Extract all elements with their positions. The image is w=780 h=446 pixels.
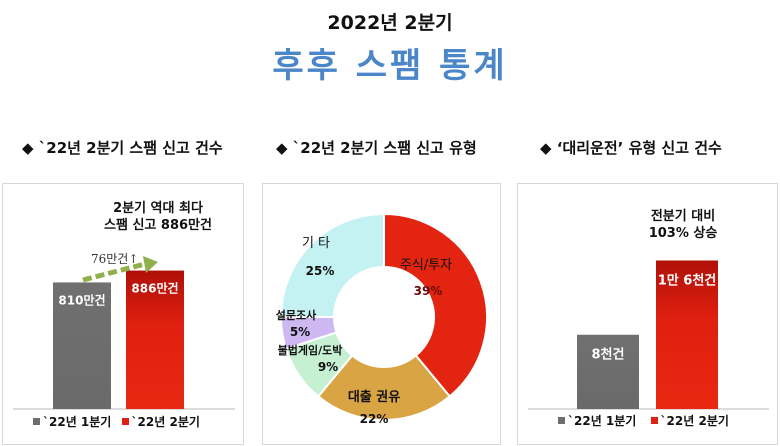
legend-swatch-q1 <box>558 417 565 424</box>
slice-percent: 25% <box>306 264 335 278</box>
report-count-panel: 2분기 역대 최다 스팸 신고 886만건 76만건↑ 810만건 886만건 `… <box>2 183 244 445</box>
section-label: `22년 2분기 스팸 신고 건수 <box>38 139 223 157</box>
chart-annotation: 전분기 대비 103% 상승 <box>648 209 718 241</box>
donut-chart-report-type: 주식/투자 39% 대출 권유 22% 불법게임/도박 9% 설문조사 5% 기 타 25% <box>276 212 488 426</box>
slice-percent: 5% <box>290 325 310 339</box>
legend-swatch-q2 <box>121 418 129 425</box>
legend-swatch-q2 <box>650 417 658 424</box>
legend-swatch-q1 <box>33 418 40 425</box>
increase-arrow-icon <box>82 261 146 283</box>
slice-label: 불법게임/도박 <box>278 343 343 357</box>
page-subtitle: 2022년 2분기 <box>327 12 453 34</box>
arrow-head-icon <box>143 256 158 273</box>
data-label: 810만건 <box>58 292 105 307</box>
slice-percent: 22% <box>360 412 389 426</box>
legend: `22년 1분기 `22년 2분기 <box>33 413 200 430</box>
legend-label: `22년 1분기 <box>43 415 112 429</box>
chart-annotation: 2분기 역대 최다 스팸 신고 886만건 <box>104 201 212 233</box>
data-label: 886만건 <box>131 281 178 296</box>
bar-q2 <box>656 260 718 409</box>
legend-label: `22년 2분기 <box>660 414 729 428</box>
bar-q1 <box>577 334 639 409</box>
slice-label: 설문조사 <box>276 308 317 322</box>
legend-label: `22년 2분기 <box>131 415 200 429</box>
page-title: 후후 스팸 통계 <box>272 46 508 86</box>
increase-label: 76만건↑ <box>91 252 139 266</box>
data-label: 8천건 <box>592 347 625 363</box>
slice-label: 주식/투자 <box>400 258 452 273</box>
slice-label: 대출 권유 <box>348 389 400 405</box>
bar-q1 <box>53 282 111 409</box>
bar-chart-report-count: 810만건 886만건 <box>13 256 235 410</box>
data-label: 1만 6천건 <box>658 272 717 288</box>
section-label: `22년 2분기 스팸 신고 유형 <box>292 139 477 157</box>
diamond-bullet-icon: ◆ <box>22 139 34 157</box>
donut-slice <box>279 212 385 318</box>
bar-chart-driver-count: 8천건 1만 6천건 <box>528 260 769 410</box>
section-header-driver-count: ◆ ‘대리운전’ 유형 신고 건수 <box>540 137 722 158</box>
diamond-bullet-icon: ◆ <box>276 139 288 157</box>
section-header-report-count: ◆ `22년 2분기 스팸 신고 건수 <box>22 137 223 158</box>
diamond-bullet-icon: ◆ <box>540 139 552 157</box>
driver-count-panel: 전분기 대비 103% 상승 8천건 1만 6천건 `22년 1분기 `22년 2… <box>517 183 778 445</box>
donut-slice <box>383 212 488 398</box>
slice-percent: 9% <box>318 360 338 374</box>
slice-label: 기 타 <box>302 236 330 251</box>
section-header-report-type: ◆ `22년 2분기 스팸 신고 유형 <box>276 137 477 158</box>
slice-percent: 39% <box>414 284 443 298</box>
section-label: ‘대리운전’ 유형 신고 건수 <box>556 139 722 157</box>
donut-slice <box>316 354 452 421</box>
legend-label: `22년 1분기 <box>568 414 637 428</box>
legend: `22년 1분기 `22년 2분기 <box>558 412 729 429</box>
bar-q2 <box>126 270 184 409</box>
